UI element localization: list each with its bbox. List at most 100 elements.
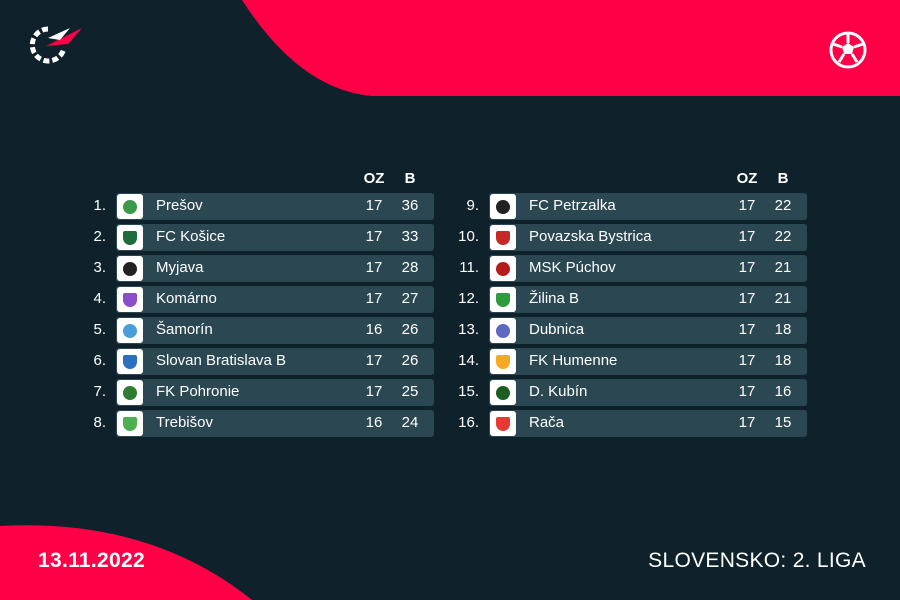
team-crest-icon [117,287,143,312]
points: 16 [774,383,792,400]
points: 21 [774,259,792,276]
points: 22 [774,197,792,214]
row-background [489,224,807,251]
soccer-ball-icon [829,31,867,69]
row-background [489,410,807,437]
team-name[interactable]: Slovan Bratislava B [156,352,287,369]
games-played: 17 [738,383,756,400]
team-crest-icon [490,318,516,343]
games-played: 17 [738,197,756,214]
row-background [116,286,434,313]
games-played: 16 [365,321,383,338]
row-background [489,286,807,313]
rank: 8. [93,414,106,431]
row-background [116,193,434,220]
games-played: 17 [365,259,383,276]
team-name[interactable]: MSK Púchov [529,259,616,276]
games-played: 16 [365,414,383,431]
match-date: 13.11.2022 [38,549,145,572]
games-played: 17 [365,197,383,214]
team-crest-icon [117,256,143,281]
row-background [116,255,434,282]
games-played: 17 [738,259,756,276]
points: 25 [401,383,419,400]
team-crest-icon [117,380,143,405]
team-crest-icon [490,380,516,405]
rank: 13. [458,321,479,338]
games-played: 17 [738,228,756,245]
points: 36 [401,197,419,214]
rank: 2. [93,228,106,245]
team-name[interactable]: FK Pohronie [156,383,240,400]
rank: 9. [466,197,479,214]
points: 24 [401,414,419,431]
team-name[interactable]: Trebišov [156,414,213,431]
team-crest-icon [117,225,143,250]
row-background [489,193,807,220]
games-played: 17 [365,352,383,369]
rank: 16. [458,414,479,431]
team-name[interactable]: D. Kubín [529,383,588,400]
row-background [116,379,434,406]
team-crest-icon [490,194,516,219]
row-background [489,255,807,282]
games-played: 17 [365,383,383,400]
team-crest-icon [490,411,516,436]
points: 21 [774,290,792,307]
team-name[interactable]: Povazska Bystrica [529,228,652,245]
team-name[interactable]: FC Košice [156,228,226,245]
rank: 10. [458,228,479,245]
team-name[interactable]: FK Humenne [529,352,618,369]
games-played: 17 [738,290,756,307]
team-name[interactable]: Komárno [156,290,217,307]
team-name[interactable]: Myjava [156,259,204,276]
points: 18 [774,321,792,338]
flashscore-logo-icon [29,26,82,64]
team-crest-icon [117,411,143,436]
rank: 7. [93,383,106,400]
games-played: 17 [738,414,756,431]
team-name[interactable]: Šamorín [156,321,213,338]
points: 18 [774,352,792,369]
column-points-header: B [404,170,416,187]
team-crest-icon [117,194,143,219]
team-name[interactable]: Rača [529,414,565,431]
column-points-header: B [777,170,789,187]
rank: 1. [93,197,106,214]
row-background [116,348,434,375]
team-crest-icon [490,256,516,281]
row-background [489,317,807,344]
points: 33 [401,228,419,245]
rank: 6. [93,352,106,369]
team-crest-icon [490,349,516,374]
league-name: SLOVENSKO: 2. LIGA [648,549,866,572]
games-played: 17 [365,290,383,307]
row-background [116,224,434,251]
rank: 4. [93,290,106,307]
row-background [116,410,434,437]
team-name[interactable]: Prešov [156,197,203,214]
row-background [116,317,434,344]
column-games-header: OZ [363,170,385,187]
rank: 15. [458,383,479,400]
team-name[interactable]: Dubnica [529,321,585,338]
team-name[interactable]: FC Petrzalka [529,197,616,214]
row-background [489,348,807,375]
team-crest-icon [490,225,516,250]
column-games-header: OZ [736,170,758,187]
points: 26 [401,352,419,369]
row-background [489,379,807,406]
games-played: 17 [738,352,756,369]
points: 26 [401,321,419,338]
points: 28 [401,259,419,276]
rank: 5. [93,321,106,338]
team-crest-icon [117,318,143,343]
team-crest-icon [117,349,143,374]
points: 15 [774,414,792,431]
points: 27 [401,290,419,307]
team-name[interactable]: Žilina B [529,290,580,307]
rank: 12. [458,290,479,307]
rank: 14. [458,352,479,369]
games-played: 17 [738,321,756,338]
